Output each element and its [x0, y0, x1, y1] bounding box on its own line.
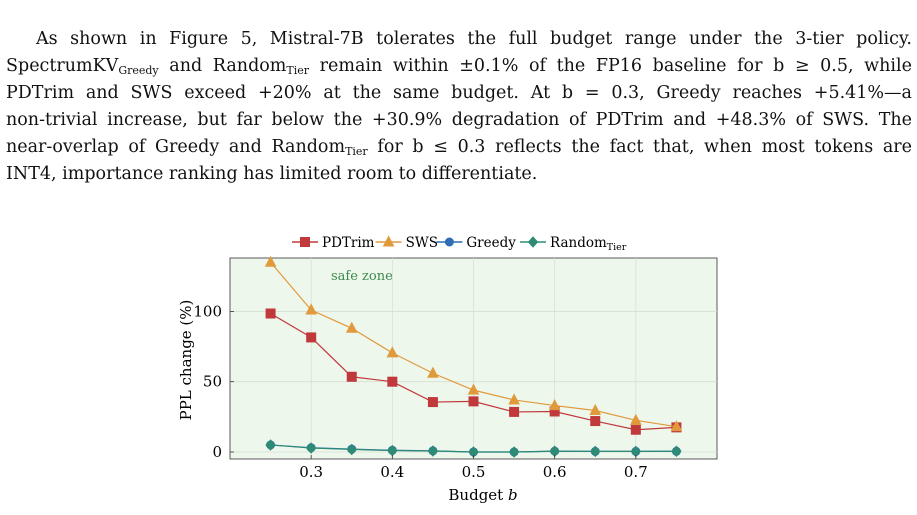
- legend-box: [286, 229, 701, 254]
- data-point-sws: [548, 399, 561, 411]
- x-tick-label: 0.3: [299, 463, 323, 481]
- x-tick-label: 0.6: [543, 463, 567, 481]
- series-sws: [264, 255, 683, 432]
- data-point-sws: [305, 303, 317, 315]
- paragraph-line-5: near-overlap of Greedy and RandomTier fo…: [6, 137, 912, 158]
- data-point-pdtrim: [265, 308, 276, 319]
- data-point-sws: [427, 366, 439, 378]
- paragraph-line-4: non-trivial increase, but far below the …: [6, 110, 912, 130]
- series-group: [264, 255, 683, 458]
- x-tick-label: 0.7: [624, 463, 648, 481]
- paragraph-line-1: As shown in Figure 5, Mistral-7B tolerat…: [36, 29, 912, 49]
- legend-item-sws: SWS: [375, 235, 438, 251]
- paragraph-line-3: PDTrim and SWS exceed +20% at the same b…: [6, 83, 912, 103]
- data-point-random: [265, 439, 276, 451]
- legend-item-greedy: Greedy: [436, 235, 516, 251]
- y-axis-label: PPL change (%): [177, 300, 195, 421]
- series-pdtrim: [265, 308, 682, 435]
- data-point-sws: [345, 321, 358, 333]
- legend-marker-sws: [382, 235, 395, 247]
- data-point-sws: [589, 403, 602, 416]
- data-point-sws: [670, 420, 683, 432]
- legend-label-greedy: Greedy: [466, 235, 516, 251]
- legend-label-pdtrim: PDTrim: [322, 235, 375, 251]
- data-point-pdtrim: [509, 406, 520, 417]
- data-point-sws: [630, 413, 642, 425]
- data-point-random: [508, 446, 520, 458]
- legend-label-sws: SWS: [406, 235, 438, 251]
- data-point-pdtrim: [590, 416, 601, 427]
- data-point-pdtrim: [468, 396, 479, 407]
- axis-ticks: 0.3 0.4 0.5 0.6 0.7 0 50 100: [193, 302, 647, 481]
- paragraph-line-2: SpectrumKVGreedy and RandomTier remain w…: [6, 56, 912, 77]
- data-point-pdtrim: [346, 371, 357, 382]
- data-point-pdtrim: [630, 424, 641, 435]
- paragraph-line-6: INT4, importance ranking has limited roo…: [6, 164, 538, 184]
- legend-marker-greedy: [444, 237, 454, 247]
- data-point-pdtrim: [387, 376, 398, 387]
- legend-marker-pdtrim: [300, 237, 310, 247]
- data-point-random: [305, 442, 317, 454]
- x-axis-label: Budget b: [448, 486, 517, 504]
- y-tick-label: 0: [212, 443, 222, 461]
- data-point-sws: [386, 346, 399, 358]
- y-tick-label: 50: [203, 373, 222, 391]
- series-random: [265, 439, 682, 458]
- chart-legend: PDTrim SWS Greedy RandomTier: [286, 229, 701, 254]
- y-tick-label: 100: [193, 302, 222, 320]
- safe-zone-annotation: safe zone: [331, 269, 393, 284]
- data-point-pdtrim: [306, 332, 317, 343]
- data-point-sws: [264, 255, 277, 267]
- data-point-random: [346, 443, 357, 456]
- x-tick-label: 0.4: [380, 463, 404, 481]
- data-point-random: [427, 445, 439, 457]
- data-point-random: [671, 445, 682, 458]
- body-paragraph: As shown in Figure 5, Mistral-7B tolerat…: [6, 26, 912, 188]
- data-point-pdtrim: [427, 397, 438, 408]
- data-point-sws: [467, 383, 480, 395]
- data-point-random: [590, 445, 601, 458]
- legend-item-pdtrim: PDTrim: [292, 235, 375, 251]
- data-point-sws: [508, 393, 520, 405]
- x-tick-label: 0.5: [462, 463, 486, 481]
- legend-marker-random: [527, 236, 539, 248]
